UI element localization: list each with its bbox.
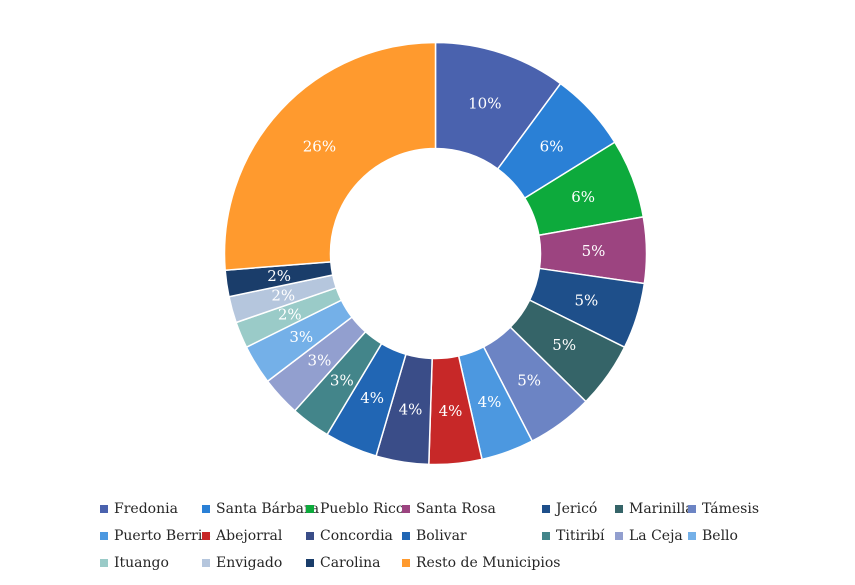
legend-swatch-4: [542, 504, 550, 513]
legend-item-7: Puerto Berrio: [100, 526, 211, 545]
legend-swatch-0: [100, 504, 108, 513]
legend-swatch-13: [688, 531, 696, 540]
legend-swatch-9: [306, 531, 314, 540]
legend-swatch-12: [615, 531, 623, 540]
legend-swatch-6: [688, 504, 696, 513]
legend-label-0: Fredonia: [114, 500, 178, 517]
legend-label-1: Santa Bárbara: [216, 500, 320, 517]
legend-item-1: Santa Bárbara: [202, 499, 319, 518]
legend-label-10: Bolivar: [416, 527, 467, 544]
legend-swatch-1: [202, 504, 210, 513]
legend-label-4: Jericó: [556, 500, 598, 517]
slice-label-7: 4%: [478, 393, 502, 411]
legend-swatch-17: [402, 558, 410, 567]
slice-label-9: 4%: [399, 401, 423, 419]
legend: Fredonia Santa Bárbara Pueblo Rico Santa Ro…: [100, 499, 800, 572]
legend-item-17: Resto de Municipios: [402, 553, 560, 572]
legend-swatch-16: [306, 558, 314, 567]
legend-swatch-11: [542, 531, 550, 540]
legend-item-10: Bolivar: [402, 526, 542, 545]
legend-item-2: Pueblo Rico: [306, 499, 405, 518]
slice-label-5: 5%: [552, 336, 576, 354]
legend-label-5: Marinilla: [629, 500, 694, 517]
legend-label-17: Resto de Municipios: [416, 554, 561, 571]
legend-item-0: Fredonia: [100, 499, 202, 518]
legend-item-13: Bello: [688, 526, 762, 545]
slice-label-3: 5%: [582, 242, 606, 260]
legend-item-9: Concordia: [306, 526, 402, 545]
legend-item-16: Carolina: [306, 553, 402, 572]
legend-item-11: Titiribí: [542, 526, 615, 545]
legend-label-7: Puerto Berrio: [114, 527, 211, 544]
legend-item-6: Támesis: [688, 499, 762, 518]
legend-label-11: Titiribí: [556, 527, 605, 544]
legend-label-3: Santa Rosa: [416, 500, 496, 517]
legend-label-13: Bello: [702, 527, 738, 544]
legend-item-4: Jericó: [542, 499, 615, 518]
slice-label-12: 3%: [308, 352, 332, 370]
slice-label-2: 6%: [571, 188, 595, 206]
legend-label-16: Carolina: [320, 554, 381, 571]
legend-label-12: La Ceja: [629, 527, 683, 544]
legend-label-2: Pueblo Rico: [320, 500, 405, 517]
slice-label-13: 3%: [289, 328, 313, 346]
slice-17: [223, 41, 437, 272]
legend-label-8: Abejorral: [216, 527, 283, 544]
slice-label-17: 26%: [303, 137, 336, 155]
legend-swatch-10: [402, 531, 410, 540]
legend-item-14: Ituango: [100, 553, 202, 572]
legend-swatch-7: [100, 531, 108, 540]
slice-label-0: 10%: [468, 94, 501, 112]
slice-label-14: 2%: [278, 306, 302, 324]
slice-label-11: 3%: [330, 372, 354, 390]
legend-swatch-2: [306, 504, 314, 513]
legend-label-9: Concordia: [320, 527, 393, 544]
legend-item-3: Santa Rosa: [402, 499, 542, 518]
legend-swatch-15: [202, 558, 210, 567]
legend-item-15: Envigado: [202, 553, 306, 572]
slice-label-1: 6%: [540, 137, 564, 155]
legend-item-8: Abejorral: [202, 526, 306, 545]
legend-swatch-5: [615, 504, 623, 513]
slice-label-6: 5%: [517, 372, 541, 390]
legend-swatch-8: [202, 531, 210, 540]
donut-chart: 10%6%6%5%5%5%5%4%4%4%4%3%3%3%2%2%2%26%: [223, 41, 648, 466]
slice-label-8: 4%: [439, 402, 463, 420]
legend-item-12: La Ceja: [615, 526, 688, 545]
slice-label-16: 2%: [267, 267, 291, 285]
legend-swatch-14: [100, 558, 108, 567]
legend-swatch-3: [402, 504, 410, 513]
slice-label-10: 4%: [360, 389, 384, 407]
legend-label-14: Ituango: [114, 554, 169, 571]
legend-item-5: Marinilla: [615, 499, 694, 518]
slice-label-4: 5%: [574, 291, 598, 309]
legend-label-15: Envigado: [216, 554, 283, 571]
legend-label-6: Támesis: [702, 500, 760, 517]
slice-label-15: 2%: [271, 287, 295, 305]
